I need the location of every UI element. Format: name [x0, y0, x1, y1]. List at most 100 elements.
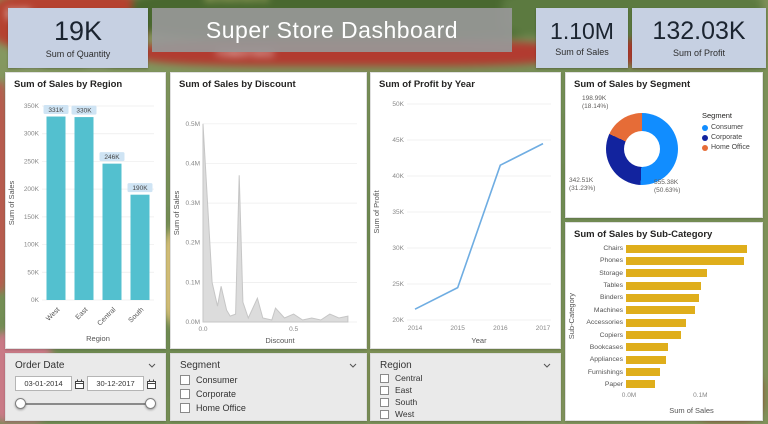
checkbox[interactable]: [380, 385, 389, 395]
bar-track: [626, 355, 754, 364]
y-axis-title: Sum of Sales: [7, 180, 16, 225]
checkbox[interactable]: [380, 397, 389, 407]
region-slicer: Region Central East South West: [370, 353, 561, 421]
legend-item-home-office[interactable]: Home Office: [702, 144, 762, 151]
x-tick-label: 0.5: [289, 326, 298, 333]
start-date-input[interactable]: 03-01-2014: [15, 376, 72, 391]
checkbox-label: Home Office: [196, 403, 246, 413]
order-date-slicer: Order Date 03-01-2014 30-12-2017: [5, 353, 166, 421]
y-axis-title: Sub-Category: [567, 293, 576, 340]
x-tick-label: 2016: [493, 325, 508, 332]
subcategory-row-furnishings: Furnishings: [578, 367, 754, 378]
option-corporate[interactable]: Corporate: [180, 389, 357, 399]
background-sign-bananas: BANANAS: [206, 0, 270, 4]
bar-copiers[interactable]: [626, 331, 681, 340]
x-tick-label: West: [45, 306, 61, 322]
kpi-sales-value: 1.10M: [550, 17, 614, 44]
bar-west[interactable]: [46, 116, 66, 300]
x-tick-label: 0.1M: [693, 392, 708, 399]
segment-legend: Segment Consumer Corporate Home Office: [702, 111, 762, 151]
option-home-office[interactable]: Home Office: [180, 403, 357, 413]
legend-dot: [702, 134, 708, 141]
profit-by-year-plot: 20K 25K 30K 35K 40K 45K 50K 2014 2015 2016 2017 Sum…: [372, 101, 551, 345]
checkbox[interactable]: [380, 373, 389, 383]
checkbox[interactable]: [180, 389, 190, 399]
slice-pct: (31.23%): [569, 185, 596, 193]
subcategory-label: Machines: [593, 306, 623, 314]
checkbox[interactable]: [180, 375, 190, 385]
bar-south[interactable]: [130, 194, 150, 300]
bar-central[interactable]: [102, 163, 122, 300]
legend-item-consumer[interactable]: Consumer: [702, 124, 762, 131]
profit-line-series[interactable]: [414, 142, 544, 310]
order-date-slicer-header[interactable]: Order Date: [15, 360, 156, 371]
subcategory-row-accessories: Accessories: [578, 317, 754, 328]
profit-by-year-title: Sum of Profit by Year: [379, 79, 475, 90]
bar-data-label: 330K: [76, 108, 92, 115]
segment-slicer-header[interactable]: Segment: [180, 360, 357, 371]
x-tick-label: 0.0M: [621, 392, 637, 399]
calendar-icon: [147, 379, 156, 389]
profit-by-year-card: Sum of Profit by Year 20K 25K 30K 35K 40K 45K…: [370, 72, 561, 349]
y-tick-label: 150K: [24, 214, 40, 221]
subcategory-axis-title: Sub-Category: [566, 243, 577, 390]
option-consumer[interactable]: Consumer: [180, 375, 357, 385]
bar-track: [626, 269, 754, 278]
background-sign-tomatoes: TOMATOES: [216, 48, 275, 58]
x-tick-label: 2015: [450, 325, 465, 332]
bar-machines[interactable]: [626, 306, 695, 315]
checkbox-label: Corporate: [196, 389, 237, 399]
subcategory-row-phones: Phones: [578, 255, 754, 266]
bar-paper[interactable]: [626, 380, 655, 389]
sales-by-discount-plot: 0.0M 0.1M 0.2M 0.3M 0.4M 0.5M 0.0 0.5 Sum of Sal…: [172, 121, 357, 345]
discount-area-series[interactable]: [202, 123, 349, 323]
checkbox[interactable]: [180, 403, 190, 413]
x-axis-title: Sum of Sales: [669, 406, 714, 415]
date-range-slider[interactable]: [15, 397, 156, 411]
end-date-input[interactable]: 30-12-2017: [87, 376, 144, 391]
donut-hole: [624, 131, 660, 167]
slider-handle-end[interactable]: [145, 398, 156, 409]
bar-furnishings[interactable]: [626, 368, 660, 377]
bar-east[interactable]: [74, 117, 94, 300]
y-tick-label: 0.5M: [186, 121, 200, 128]
checkbox-label: Central: [395, 373, 423, 383]
option-south[interactable]: South: [380, 397, 551, 407]
slice-value: 342.51K: [569, 177, 594, 184]
sales-by-region-plot: 0K 50K 100K 150K 200K 250K 300K 350K 331K West 330…: [7, 103, 154, 343]
sales-by-subcategory-title: Sum of Sales by Sub-Category: [574, 229, 713, 240]
bar-binders[interactable]: [626, 293, 700, 302]
bar-appliances[interactable]: [626, 355, 666, 364]
bar-chairs[interactable]: [626, 244, 747, 253]
y-axis-title: Sum of Profit: [372, 189, 381, 233]
subcategory-label: Binders: [599, 294, 623, 302]
subcategory-label: Phones: [599, 257, 623, 265]
sales-by-subcategory-card: Sum of Sales by Sub-Category Sub-Categor…: [565, 222, 763, 421]
option-west[interactable]: West: [380, 409, 551, 419]
region-slicer-header[interactable]: Region: [380, 360, 551, 371]
checkbox[interactable]: [380, 409, 389, 419]
bar-tables[interactable]: [626, 281, 702, 290]
legend-title: Segment: [702, 111, 733, 120]
bar-storage[interactable]: [626, 269, 707, 278]
slice-pct: (50.63%): [654, 187, 681, 195]
legend-item-corporate[interactable]: Corporate: [702, 134, 762, 141]
option-east[interactable]: East: [380, 385, 551, 395]
slider-handle-start[interactable]: [15, 398, 26, 409]
sales-by-discount-card: Sum of Sales by Discount 0.0M 0.1M 0.2M 0.3…: [170, 72, 367, 349]
segment-options: Consumer Corporate Home Office: [180, 375, 357, 413]
y-tick-label: 30K: [392, 245, 404, 252]
x-tick-label: 2014: [408, 325, 423, 332]
option-central[interactable]: Central: [380, 373, 551, 383]
y-tick-label: 0.0M: [186, 319, 200, 326]
bar-accessories[interactable]: [626, 318, 687, 327]
sales-by-discount-title: Sum of Sales by Discount: [179, 79, 296, 90]
subcategory-row-bookcases: Bookcases: [578, 342, 754, 353]
subcategory-label: Chairs: [603, 245, 623, 252]
sales-by-segment-title: Sum of Sales by Segment: [574, 79, 691, 90]
y-tick-label: 35K: [392, 209, 404, 216]
date-range-row: 03-01-2014 30-12-2017: [15, 376, 156, 391]
bar-phones[interactable]: [626, 256, 744, 265]
subcategory-label: Furnishings: [587, 368, 623, 376]
bar-bookcases[interactable]: [626, 343, 668, 352]
